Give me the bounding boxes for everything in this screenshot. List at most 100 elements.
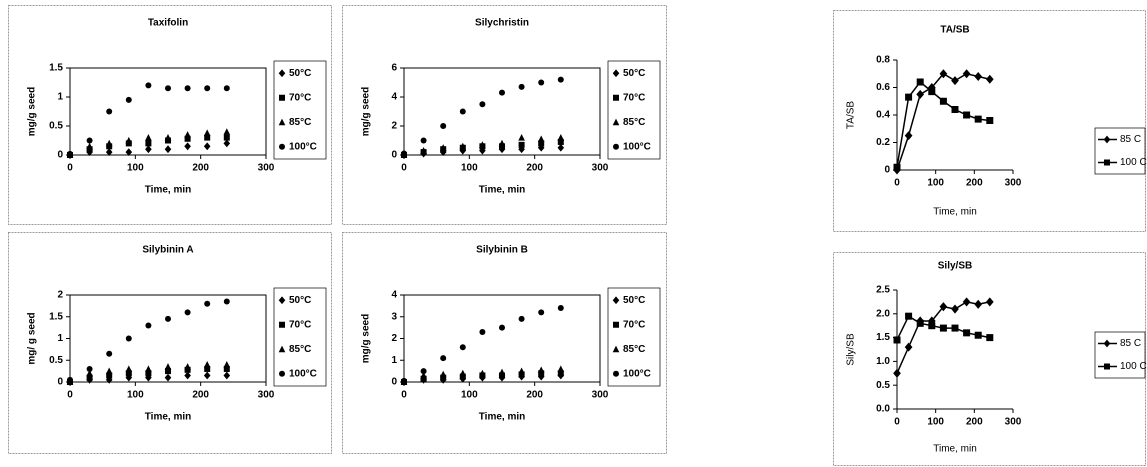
marker (223, 134, 230, 141)
x-tick-label: 200 (966, 178, 983, 189)
marker (893, 336, 901, 344)
marker (518, 83, 525, 90)
marker (518, 371, 525, 378)
marker (498, 368, 506, 376)
marker (986, 117, 994, 124)
y-axis-label: mg/ g seed (27, 312, 38, 364)
marker (223, 128, 231, 135)
marker (279, 370, 285, 377)
marker (499, 89, 505, 96)
marker (223, 371, 231, 380)
marker (223, 298, 230, 305)
marker (928, 322, 936, 330)
marker (145, 82, 152, 89)
y-axis-label: Sily/SB (846, 333, 857, 366)
marker (165, 315, 171, 322)
marker (145, 365, 152, 372)
marker (67, 150, 73, 157)
marker (518, 141, 525, 148)
marker (537, 135, 545, 143)
y-axis-label: mg/g seed (361, 314, 372, 363)
y-tick-label: 0.2 (876, 137, 890, 148)
legend-label: 100°C (289, 141, 317, 152)
marker (105, 139, 113, 147)
chart-title: TA/SB (940, 25, 969, 36)
marker (164, 363, 172, 370)
chart-title: Sily/SB (938, 261, 972, 272)
marker (518, 145, 525, 154)
marker (203, 361, 211, 368)
marker (459, 369, 467, 377)
y-tick-label: 1.5 (49, 311, 63, 322)
x-tick-label: 300 (1005, 417, 1022, 428)
marker (440, 355, 447, 362)
marker (420, 137, 427, 144)
marker (1103, 339, 1111, 348)
marker (905, 312, 913, 320)
marker (420, 147, 427, 154)
marker (951, 76, 959, 86)
marker (905, 93, 913, 101)
marker (145, 370, 152, 377)
y-tick-label: 0.0 (876, 404, 890, 415)
marker (928, 88, 936, 96)
marker (145, 322, 152, 329)
chart-panel: Silybinin A 0 0.5 1 1.5 2 0 100 200 300 Time, min m… (8, 232, 332, 454)
legend-label: 70°C (623, 92, 645, 103)
marker (203, 142, 211, 151)
y-tick-label: 2 (391, 333, 397, 344)
marker (86, 142, 93, 150)
legend-label: 85 C (1120, 134, 1141, 145)
marker (164, 145, 172, 154)
chart-panel: TA/SB 0 0.2 0.4 0.6 0.8 0 100 200 300 Time, min TA/… (833, 10, 1147, 232)
y-tick-label: 1 (391, 355, 397, 366)
x-axis-label: Time, min (479, 185, 526, 196)
legend-box (607, 287, 661, 387)
marker (125, 136, 133, 144)
marker (939, 97, 947, 105)
marker (557, 76, 564, 83)
y-tick-label: 0 (391, 150, 397, 161)
x-axis-label: Time, min (933, 444, 977, 455)
marker (939, 324, 947, 332)
marker (499, 372, 505, 379)
x-tick-label: 100 (127, 390, 144, 401)
marker (164, 134, 172, 141)
x-tick-label: 0 (401, 163, 407, 174)
x-tick-label: 0 (894, 178, 900, 189)
legend-label: 100 C (1120, 157, 1147, 168)
marker (439, 144, 447, 151)
marker (916, 319, 924, 327)
y-tick-label: 1 (57, 333, 63, 344)
y-axis-label: mg/g seed (361, 87, 372, 136)
marker (440, 123, 447, 129)
x-tick-label: 0 (67, 163, 73, 174)
marker (613, 321, 619, 328)
marker (974, 115, 982, 123)
marker (985, 74, 994, 84)
marker (204, 85, 211, 92)
legend-label: 85°C (623, 117, 645, 128)
marker (459, 108, 466, 115)
legend-box (273, 60, 327, 160)
marker (537, 366, 545, 374)
marker (223, 365, 230, 372)
x-tick-label: 300 (592, 390, 609, 401)
legend-label: 100°C (623, 141, 651, 152)
chart-panel: Taxifolin 0 0.5 1 1.5 0 100 200 300 Time, min mg/g… (8, 5, 332, 225)
legend-label: 100 C (1120, 361, 1147, 372)
legend-box (607, 60, 661, 160)
marker (420, 375, 427, 382)
x-tick-label: 200 (192, 163, 209, 174)
marker (557, 365, 565, 372)
y-tick-label: 0 (57, 150, 63, 161)
marker (963, 111, 971, 119)
x-tick-label: 0 (67, 390, 73, 401)
marker (86, 137, 93, 144)
marker (557, 370, 564, 377)
marker (916, 89, 925, 99)
marker (479, 328, 486, 335)
legend-label: 85°C (289, 117, 311, 128)
marker (893, 163, 901, 171)
y-tick-label: 1.0 (876, 356, 890, 367)
